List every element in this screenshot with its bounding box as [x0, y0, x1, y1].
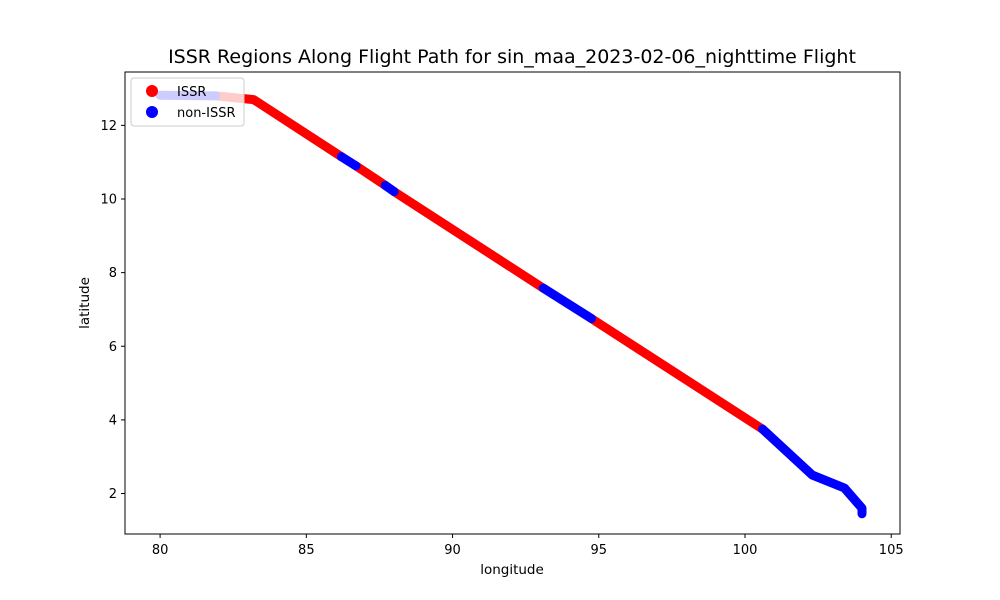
y-tick-label-10: 10 [100, 193, 117, 208]
y-tick-label-4: 4 [109, 413, 117, 428]
series-issr-segment-1 [351, 161, 390, 190]
legend-label-non-issr: non-ISSR [177, 106, 236, 121]
series-issr-segment-3 [587, 314, 767, 434]
legend: ISSR non-ISSR [130, 77, 245, 127]
x-tick-label-85: 85 [298, 543, 315, 558]
y-tick-label-6: 6 [109, 340, 117, 355]
series-non-issr-segment-4 [758, 424, 867, 519]
plot-frame [124, 71, 901, 535]
plot-area [155, 90, 867, 519]
series-non-issr-segment-2 [380, 180, 399, 197]
legend-label-issr: ISSR [177, 85, 206, 100]
series-non-issr-segment-1 [336, 152, 361, 171]
x-tick-label-100: 100 [733, 543, 758, 558]
chart-title: ISSR Regions Along Flight Path for sin_m… [168, 46, 856, 68]
y-tick-label-8: 8 [109, 266, 117, 281]
x-tick-label-105: 105 [879, 543, 904, 558]
legend-marker-non-issr [146, 106, 158, 118]
y-axis-label: latitude [77, 277, 93, 329]
legend-box [130, 77, 245, 127]
x-tick-label-90: 90 [444, 543, 461, 558]
x-tick-label-80: 80 [152, 543, 169, 558]
x-tick-label-95: 95 [591, 543, 608, 558]
y-tick-label-2: 2 [109, 487, 117, 502]
legend-marker-issr [146, 85, 158, 97]
y-tick-label-12: 12 [100, 119, 117, 134]
series-issr-segment-2 [389, 187, 548, 293]
series-non-issr-segment-3 [538, 283, 596, 324]
x-axis-label: longitude [480, 562, 544, 578]
